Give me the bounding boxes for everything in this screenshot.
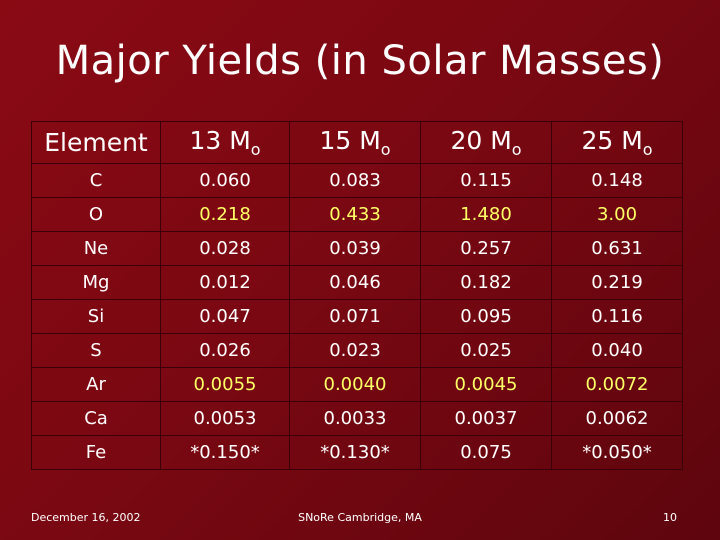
yield-cell: 0.182 [420, 265, 552, 300]
header-subscript: o [380, 140, 391, 159]
yield-cell: 0.116 [551, 299, 683, 334]
header-label: 25 M [581, 126, 643, 155]
yield-cell: 0.075 [420, 435, 552, 470]
yield-cell: 0.0062 [551, 401, 683, 436]
header-25-msun: 25 Mo [551, 121, 683, 164]
table-row: S 0.026 0.023 0.025 0.040 [31, 333, 683, 368]
element-cell: Ca [31, 401, 161, 436]
slide-number: 10 [663, 511, 677, 524]
yield-cell: 0.0045 [420, 367, 552, 402]
table-row: Si 0.047 0.071 0.095 0.116 [31, 299, 683, 334]
yield-cell: 0.012 [160, 265, 290, 300]
yield-cell: *0.150* [160, 435, 290, 470]
yield-cell: 0.0053 [160, 401, 290, 436]
yield-cell: 0.148 [551, 163, 683, 198]
yield-cell: *0.050* [551, 435, 683, 470]
yield-cell: 0.257 [420, 231, 552, 266]
yield-cell: 0.0037 [420, 401, 552, 436]
yield-cell: 1.480 [420, 197, 552, 232]
footer-venue: SNoRe Cambridge, MA [298, 511, 422, 524]
yield-cell: 0.039 [289, 231, 421, 266]
yield-cell: 0.433 [289, 197, 421, 232]
yield-cell: 0.0072 [551, 367, 683, 402]
yield-cell: 0.219 [551, 265, 683, 300]
table-row: Fe *0.150* *0.130* 0.075 *0.050* [31, 435, 683, 470]
yield-cell: 0.047 [160, 299, 290, 334]
header-label: 13 M [189, 126, 251, 155]
header-subscript: o [642, 140, 653, 159]
yield-cell: 0.071 [289, 299, 421, 334]
element-cell: Ar [31, 367, 161, 402]
yield-cell: 0.0040 [289, 367, 421, 402]
header-element: Element [31, 121, 161, 164]
yield-cell: 0.028 [160, 231, 290, 266]
yield-cell: 0.060 [160, 163, 290, 198]
element-cell: Fe [31, 435, 161, 470]
yield-cell: 0.083 [289, 163, 421, 198]
yield-cell: 0.040 [551, 333, 683, 368]
yield-cell: 0.023 [289, 333, 421, 368]
table-row: C 0.060 0.083 0.115 0.148 [31, 163, 683, 198]
element-cell: S [31, 333, 161, 368]
yield-cell: 0.218 [160, 197, 290, 232]
yield-cell: 0.026 [160, 333, 290, 368]
table-row: Mg 0.012 0.046 0.182 0.219 [31, 265, 683, 300]
header-subscript: o [511, 140, 522, 159]
yield-cell: 0.0033 [289, 401, 421, 436]
header-label: 20 M [450, 126, 512, 155]
yield-cell: 0.095 [420, 299, 552, 334]
slide-title: Major Yields (in Solar Masses) [55, 38, 665, 84]
element-cell: C [31, 163, 161, 198]
element-cell: Si [31, 299, 161, 334]
header-15-msun: 15 Mo [289, 121, 421, 164]
table-row: O 0.218 0.433 1.480 3.00 [31, 197, 683, 232]
yield-cell: 0.631 [551, 231, 683, 266]
yield-cell: 0.115 [420, 163, 552, 198]
table-row: Ar 0.0055 0.0040 0.0045 0.0072 [31, 367, 683, 402]
yields-table: Element 13 Mo 15 Mo 20 Mo 25 Mo C 0.060 0.… [31, 121, 683, 470]
element-cell: O [31, 197, 161, 232]
yield-cell: 3.00 [551, 197, 683, 232]
header-13-msun: 13 Mo [160, 121, 290, 164]
header-subscript: o [250, 140, 261, 159]
yield-cell: 0.0055 [160, 367, 290, 402]
table-header-row: Element 13 Mo 15 Mo 20 Mo 25 Mo [31, 121, 683, 164]
header-label: 15 M [319, 126, 381, 155]
yield-cell: 0.025 [420, 333, 552, 368]
element-cell: Ne [31, 231, 161, 266]
table-row: Ne 0.028 0.039 0.257 0.631 [31, 231, 683, 266]
footer-date: December 16, 2002 [31, 511, 141, 524]
header-20-msun: 20 Mo [420, 121, 552, 164]
yield-cell: 0.046 [289, 265, 421, 300]
table-row: Ca 0.0053 0.0033 0.0037 0.0062 [31, 401, 683, 436]
header-label: Element [44, 128, 148, 157]
element-cell: Mg [31, 265, 161, 300]
yield-cell: *0.130* [289, 435, 421, 470]
